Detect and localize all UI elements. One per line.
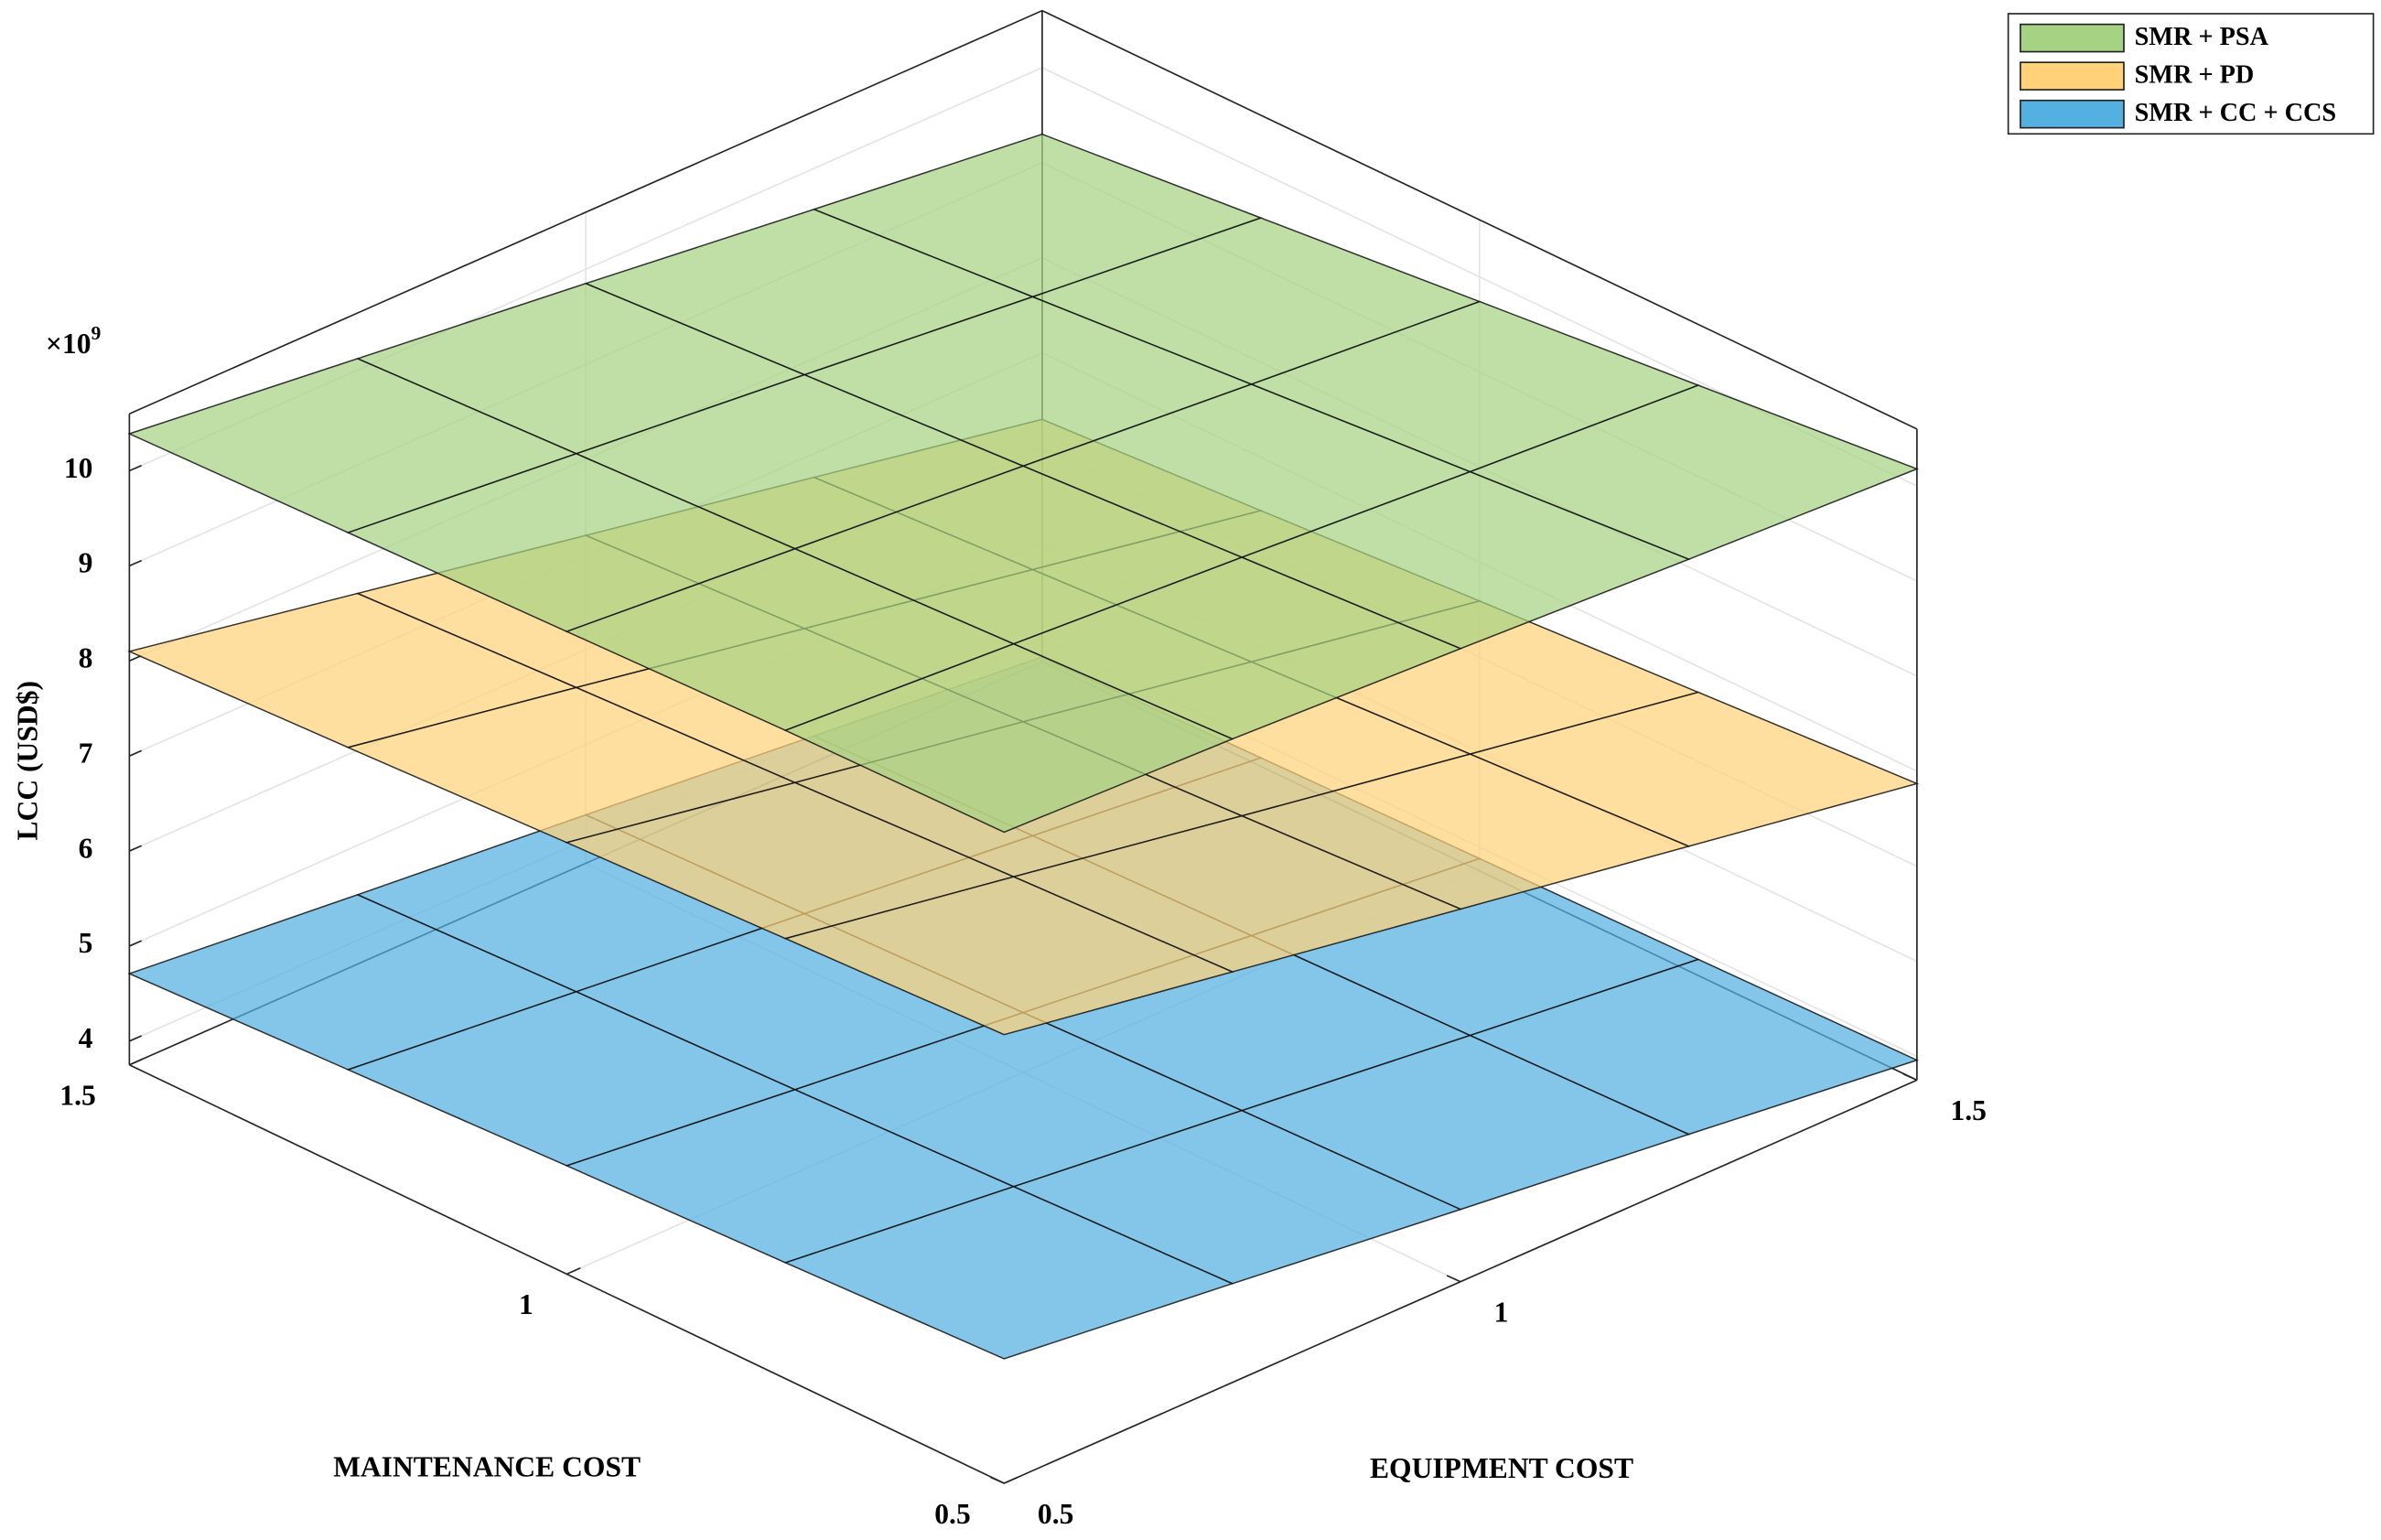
z-tick-label: 6: [79, 832, 93, 864]
legend-label: SMR + CC + CCS: [2135, 99, 2337, 127]
z-tick-label: 5: [79, 927, 93, 959]
z-multiplier: ×109: [46, 322, 102, 361]
legend-label: SMR + PSA: [2135, 23, 2269, 51]
legend-swatch: [2020, 99, 2125, 129]
x-tick: [1902, 1073, 1918, 1082]
z-tick: [129, 464, 143, 472]
legend-swatch: [2020, 61, 2125, 91]
y-tick-label: 1.5: [59, 1080, 95, 1112]
z-tick-label: 9: [79, 547, 93, 579]
z-tick: [129, 845, 143, 852]
y-tick: [129, 1058, 144, 1066]
z-tick: [129, 1035, 143, 1042]
z-multiplier-exponent: 9: [92, 322, 102, 344]
z-axis-title: LCC (USD$): [12, 681, 44, 841]
y-tick-label: 0.5: [934, 1498, 970, 1530]
surface-cell: [783, 876, 1234, 1036]
z-tick: [129, 559, 143, 567]
z-tick-label: 8: [79, 642, 93, 674]
x-tick: [990, 1476, 1005, 1484]
z-tick-label: 10: [64, 452, 93, 484]
x-tick-label: 1.5: [1950, 1094, 1986, 1126]
y-axis-title: MAINTENANCE COST: [333, 1450, 641, 1482]
legend-label: SMR + PD: [2135, 60, 2255, 89]
z-tick: [129, 940, 143, 947]
surface-cell: [783, 642, 1234, 834]
y-tick: [566, 1266, 581, 1276]
x-tick-label: 1: [1494, 1297, 1509, 1329]
x-tick-label: 0.5: [1038, 1498, 1073, 1530]
surface: [127, 133, 1919, 834]
x-axis-title: EQUIPMENT COST: [1370, 1452, 1633, 1484]
y-tick-label: 1: [519, 1288, 533, 1320]
legend: SMR + PSA SMR + PD SMR + CC + CCS: [2007, 13, 2375, 135]
y-tick: [1003, 1476, 1018, 1484]
x-tick: [1446, 1275, 1461, 1283]
axis-box-line: [129, 1064, 1918, 1484]
surface-cell: [783, 1186, 1234, 1360]
z-multiplier-base: ×10: [46, 328, 92, 360]
z-tick-label: 7: [79, 737, 93, 769]
legend-swatch: [2020, 23, 2125, 53]
axis-box-line: [129, 9, 1918, 430]
z-tick-label: 4: [79, 1022, 93, 1054]
z-tick: [129, 749, 143, 757]
